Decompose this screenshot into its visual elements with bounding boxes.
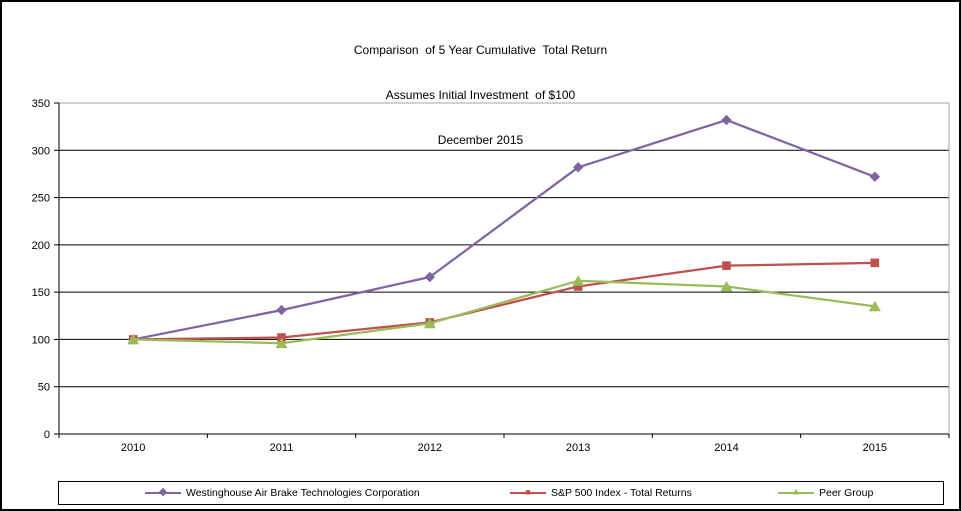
legend-label: S&P 500 Index - Total Returns xyxy=(551,487,692,499)
legend-item-westinghouse: ◆ Westinghouse Air Brake Technologies Co… xyxy=(145,487,420,499)
y-axis-tick-label: 50 xyxy=(38,382,50,394)
series-line-diamond xyxy=(132,118,876,341)
data-point-triangle xyxy=(572,275,585,286)
data-point-diamond xyxy=(721,114,732,126)
data-point-triangle xyxy=(868,300,881,312)
x-axis-tick-label: 2014 xyxy=(714,442,738,454)
legend-label: Westinghouse Air Brake Technologies Corp… xyxy=(186,487,420,499)
x-axis-tick-label: 2013 xyxy=(566,442,590,454)
x-axis-tick-label: 2015 xyxy=(863,442,887,454)
data-point-triangle xyxy=(275,337,288,349)
chart-subtitle: Assumes Initial Investment of $100 xyxy=(385,88,576,102)
legend-marker-square-icon: ■ xyxy=(510,487,546,499)
data-point-diamond xyxy=(424,271,436,283)
y-axis-tick-label: 150 xyxy=(32,287,50,299)
data-point-triangle xyxy=(423,317,436,329)
data-point-square xyxy=(277,333,286,342)
data-point-square xyxy=(573,282,583,291)
legend-marker-diamond-icon: ◆ xyxy=(145,487,181,499)
legend-label: Peer Group xyxy=(819,487,874,499)
data-point-square xyxy=(722,261,731,270)
chart-date-line: December 2015 xyxy=(437,133,524,147)
chart-title-block: Comparison of 5 Year Cumulative Total Re… xyxy=(2,13,959,178)
y-axis-tick-label: 200 xyxy=(32,240,50,252)
x-axis-tick-label: 2012 xyxy=(418,442,442,454)
data-point-diamond xyxy=(276,304,287,316)
y-axis-tick-label: 350 xyxy=(32,98,50,110)
legend-item-sp500: ■ S&P 500 Index - Total Returns xyxy=(510,487,692,499)
data-point-square xyxy=(870,258,880,268)
plot-area: 0 50 100 150 200 250 300 350 2010 2011 2012 2013 201… xyxy=(32,98,950,454)
y-axis-tick-label: 0 xyxy=(44,429,50,441)
data-point-diamond xyxy=(572,162,584,173)
legend-item-peer-group: ▲ Peer Group xyxy=(778,487,873,499)
y-axis-tick-label: 300 xyxy=(32,145,50,157)
series-line-triangle xyxy=(133,279,875,345)
series-line-square xyxy=(133,261,875,341)
legend-marker-triangle-icon: ▲ xyxy=(778,487,814,499)
y-axis-tick-label: 250 xyxy=(32,193,50,205)
chart-title: Comparison of 5 Year Cumulative Total Re… xyxy=(353,43,608,57)
data-point-diamond xyxy=(869,171,881,182)
data-point-triangle xyxy=(720,280,733,292)
y-axis-tick-label: 100 xyxy=(32,334,50,346)
data-point-triangle xyxy=(127,333,140,345)
legend: ◆ Westinghouse Air Brake Technologies Co… xyxy=(58,481,944,505)
x-axis-tick-label: 2010 xyxy=(121,442,145,454)
x-axis-tick-label: 2011 xyxy=(270,442,294,454)
